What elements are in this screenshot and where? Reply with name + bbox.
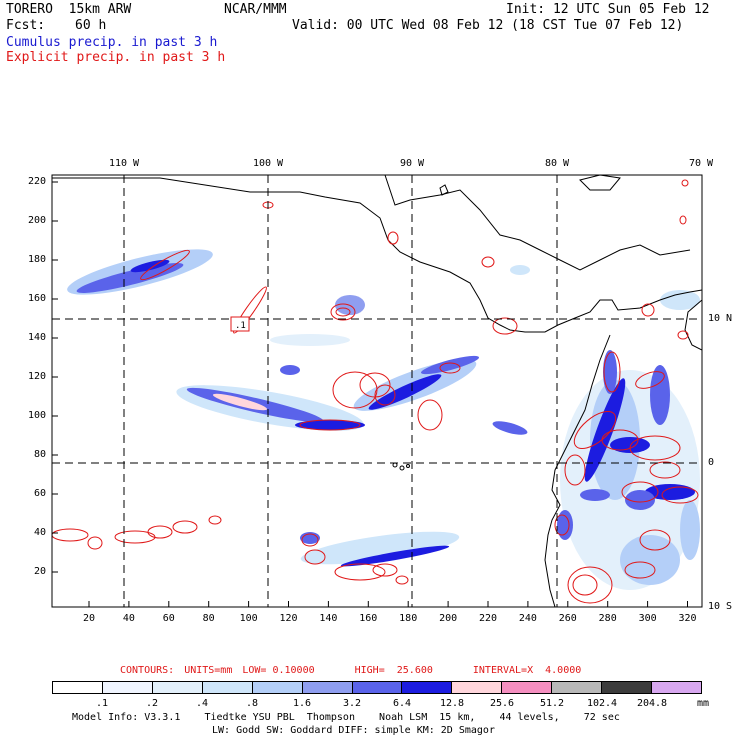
colorbar-swatch: [301, 682, 352, 693]
model-info-line2: LW: Godd SW: Goddard DIFF: simple KM: 2D…: [212, 725, 495, 736]
model-name: TORERO 15km ARW: [6, 2, 132, 17]
x-tick-label: 200: [439, 613, 458, 624]
coastline: [52, 175, 702, 607]
valid-time: Valid: 00 UTC Wed 08 Feb 12 (18 CST Tue …: [292, 18, 684, 33]
colorbar-label: 12.8: [439, 698, 465, 709]
x-tick-label: 20: [82, 613, 96, 624]
colorbar-label: .4: [195, 698, 209, 709]
x-tick-label: 160: [359, 613, 378, 624]
colorbar-label: .1: [95, 698, 109, 709]
colorbar-label: 1.6: [292, 698, 312, 709]
colorbar-swatch: [651, 682, 701, 693]
colorbar-swatch: [551, 682, 602, 693]
colorbar-swatch: [501, 682, 552, 693]
colorbar-label: 51.2: [539, 698, 565, 709]
colorbar-swatch: [151, 682, 202, 693]
contour-label: .1: [235, 321, 246, 331]
colorbar-label: 204.8: [636, 698, 668, 709]
colorbar-label: 102.4: [586, 698, 618, 709]
explicit-precip-contours: [52, 179, 699, 604]
lon-label-110w: 110 W: [108, 158, 140, 169]
y-tick-label: 200: [27, 215, 46, 226]
colorbar-label: .8: [245, 698, 259, 709]
forecast-label: Fcst:: [6, 18, 46, 33]
y-tick-label: 60: [33, 488, 46, 499]
colorbar-label: 25.6: [489, 698, 515, 709]
colorbar-label: 3.2: [342, 698, 362, 709]
y-tick-label: 20: [33, 566, 46, 577]
explicit-field-label: Explicit precip. in past 3 h: [6, 50, 226, 65]
colorbar-swatch: [351, 682, 402, 693]
cumulus-field-label: Cumulus precip. in past 3 h: [6, 35, 218, 50]
lon-label-70w: 70 W: [688, 158, 714, 169]
colorbar-swatch: [451, 682, 502, 693]
cumulus-precip-shading: [67, 249, 700, 590]
init-time: Init: 12 UTC Sun 05 Feb 12: [506, 2, 710, 17]
y-tick-label: 180: [27, 254, 46, 265]
contours-high: HIGH= 25.600: [354, 665, 433, 676]
colorbar: [52, 681, 702, 694]
colorbar-label: .2: [145, 698, 159, 709]
x-tick-label: 320: [678, 613, 697, 624]
map-frame: [51, 174, 703, 608]
x-tick-label: 300: [638, 613, 657, 624]
x-tick-label: 120: [279, 613, 298, 624]
colorbar-swatch: [201, 682, 252, 693]
colorbar-swatch: [101, 682, 152, 693]
organization: NCAR/MMM: [224, 2, 287, 17]
lat-label-0: 0: [708, 457, 715, 468]
colorbar-swatch: [53, 682, 102, 693]
y-tick-label: 40: [33, 527, 46, 538]
lat-lon-grid: [52, 175, 702, 607]
contour-label-box: [230, 316, 250, 332]
x-tick-label: 280: [598, 613, 617, 624]
x-tick-label: 60: [162, 613, 175, 624]
lon-label-80w: 80 W: [544, 158, 570, 169]
lon-label-100w: 100 W: [252, 158, 284, 169]
lon-label-90w: 90 W: [399, 158, 425, 169]
colorbar-unit: mm: [697, 698, 710, 709]
y-tick-label: 120: [27, 371, 46, 382]
contours-units: UNITS=mm: [184, 665, 233, 676]
lat-label-10n: 10 N: [708, 313, 733, 324]
colorbar-label: 6.4: [392, 698, 412, 709]
y-tick-label: 160: [27, 293, 46, 304]
x-tick-label: 220: [478, 613, 498, 624]
colorbar-swatch: [401, 682, 452, 693]
x-tick-label: 100: [239, 613, 258, 624]
model-info: Model Info: V3.3.1 Tiedtke YSU PBL Thomp…: [72, 711, 620, 737]
x-tick-label: 180: [399, 613, 418, 624]
y-tick-label: 100: [27, 410, 46, 421]
contours-low: LOW= 0.10000: [242, 665, 315, 676]
contours-info: CONTOURS: UNITS=mm LOW= 0.10000 HIGH= 25.60…: [120, 665, 591, 676]
lat-label-10s: 10 S: [708, 601, 733, 612]
y-tick-label: 80: [33, 449, 46, 460]
contours-label: CONTOURS:: [120, 665, 175, 676]
x-tick-label: 40: [122, 613, 135, 624]
colorbar-swatch: [601, 682, 652, 693]
x-tick-label: 260: [558, 613, 577, 624]
model-info-line1: Model Info: V3.3.1 Tiedtke YSU PBL Thomp…: [72, 712, 620, 723]
forecast-hour: 60 h: [75, 18, 107, 33]
x-tick-label: 80: [202, 613, 215, 624]
y-tick-label: 140: [27, 332, 46, 343]
y-tick-label: 220: [27, 176, 46, 187]
contours-interval: INTERVAL=X 4.0000: [472, 665, 582, 676]
colorbar-swatch: [251, 682, 302, 693]
x-tick-label: 140: [319, 613, 338, 624]
x-tick-label: 240: [518, 613, 537, 624]
